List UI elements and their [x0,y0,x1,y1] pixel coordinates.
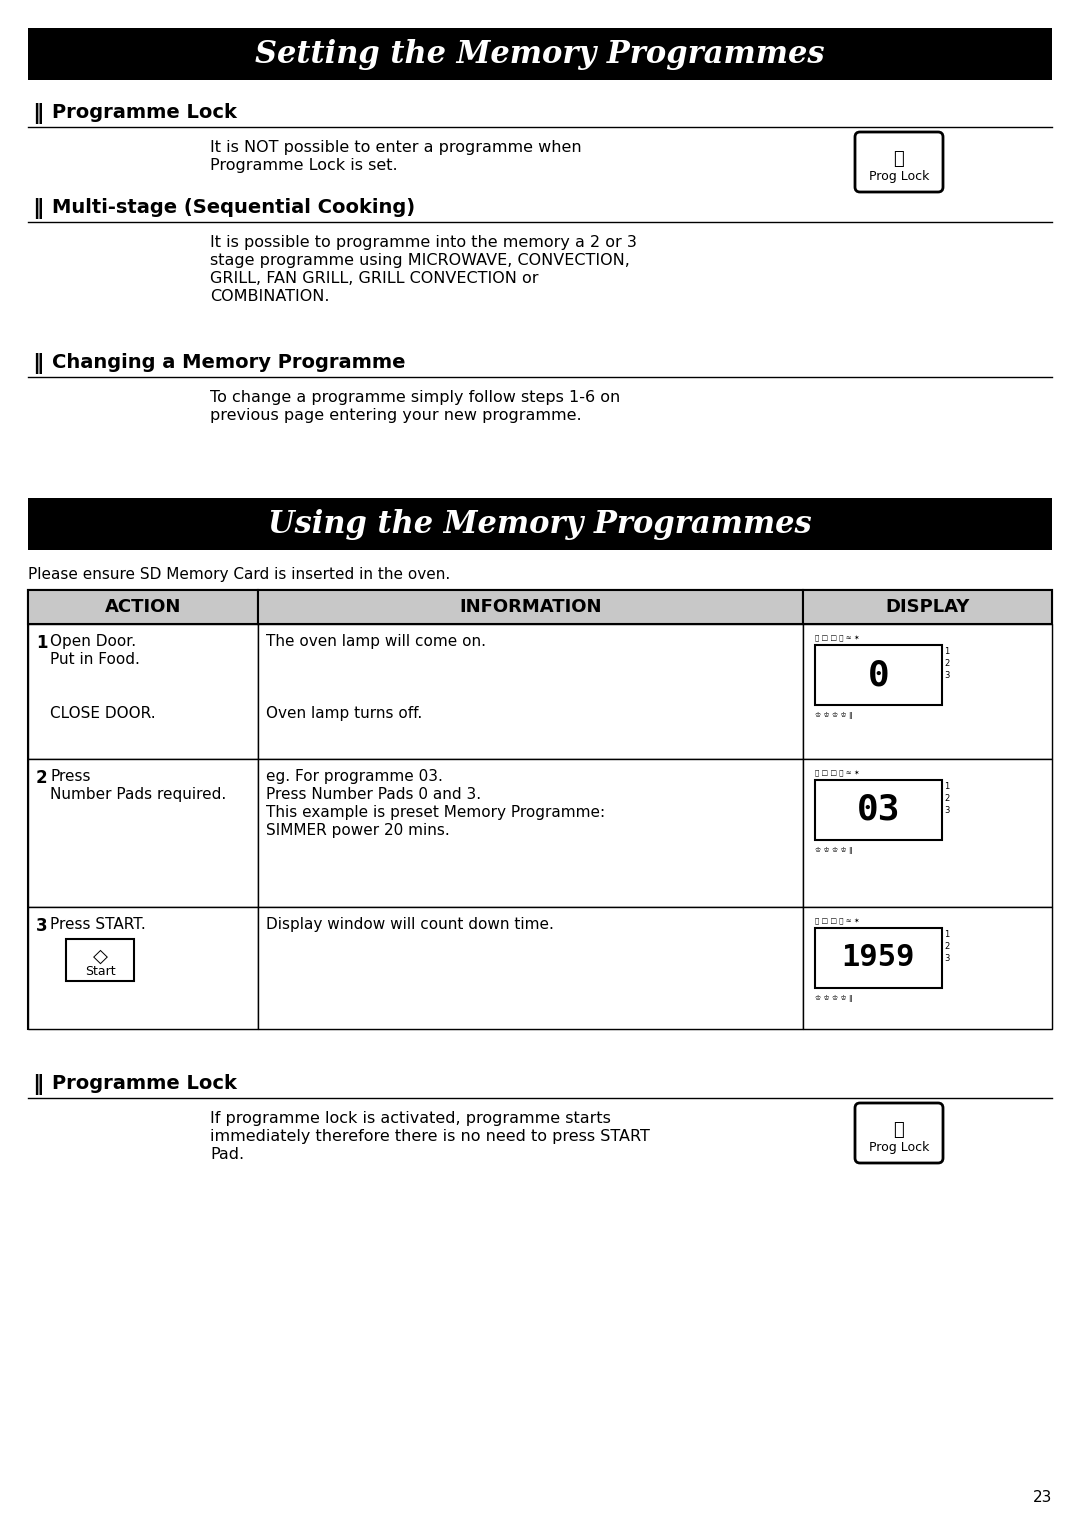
Bar [66,938,134,981]
Bar [258,906,804,1029]
Text: ACTION: ACTION [105,598,181,617]
Text: Press START.: Press START. [50,917,146,932]
Text: 1: 1 [944,781,949,790]
Text: 3: 3 [944,671,949,681]
Text: 🔑: 🔑 [893,150,904,168]
Bar [28,758,258,906]
Text: ⎗ □ □ ⦿ ≈ ✶: ⎗ □ □ ⦿ ≈ ✶ [815,633,860,641]
Text: If programme lock is activated, programme starts: If programme lock is activated, programm… [210,1111,611,1126]
Bar [815,928,942,987]
Text: Press Number Pads 0 and 3.: Press Number Pads 0 and 3. [266,787,481,803]
Text: CLOSE DOOR.: CLOSE DOOR. [50,707,156,720]
Bar [28,906,258,1029]
Text: To change a programme simply follow steps 1-6 on: To change a programme simply follow step… [210,391,620,404]
Bar [28,591,1052,1029]
Bar [28,497,1052,549]
Text: Pad.: Pad. [210,1148,244,1161]
Text: Display window will count down time.: Display window will count down time. [266,917,554,932]
Text: 1: 1 [944,647,949,656]
Text: ♔ ♔ ♔ ♔ ‖: ♔ ♔ ♔ ♔ ‖ [815,995,852,1003]
Text: It is NOT possible to enter a programme when: It is NOT possible to enter a programme … [210,140,582,156]
Text: ♔ ♔ ♔ ♔ ‖: ♔ ♔ ♔ ♔ ‖ [815,847,852,855]
Text: 3: 3 [36,917,48,935]
Text: Open Door.: Open Door. [50,633,136,649]
Text: 0: 0 [867,658,889,691]
Text: 🔑: 🔑 [893,1122,904,1138]
Text: GRILL, FAN GRILL, GRILL CONVECTION or: GRILL, FAN GRILL, GRILL CONVECTION or [210,272,539,285]
Text: ‖: ‖ [32,198,43,220]
Text: ‖: ‖ [32,102,43,124]
Bar [815,780,942,839]
Text: Press: Press [50,769,91,784]
Text: 1959: 1959 [841,943,915,972]
Text: Programme Lock: Programme Lock [52,102,237,122]
Text: stage programme using MICROWAVE, CONVECTION,: stage programme using MICROWAVE, CONVECT… [210,253,630,269]
Text: Prog Lock: Prog Lock [868,169,929,183]
Text: It is possible to programme into the memory a 2 or 3: It is possible to programme into the mem… [210,235,637,250]
Text: Prog Lock: Prog Lock [868,1141,929,1154]
Text: Using the Memory Programmes: Using the Memory Programmes [268,508,812,540]
Text: 2: 2 [944,794,949,803]
Text: This example is preset Memory Programme:: This example is preset Memory Programme: [266,806,605,819]
Text: 1: 1 [36,633,48,652]
Text: Please ensure SD Memory Card is inserted in the oven.: Please ensure SD Memory Card is inserted… [28,568,450,581]
Text: previous page entering your new programme.: previous page entering your new programm… [210,407,582,423]
Bar [815,645,942,705]
Text: 3: 3 [944,806,949,815]
Text: Programme Lock: Programme Lock [52,1074,237,1093]
Text: Number Pads required.: Number Pads required. [50,787,226,803]
Bar [258,758,804,906]
Text: 2: 2 [944,942,949,951]
Text: 2: 2 [36,769,48,787]
Text: ‖: ‖ [32,1074,43,1096]
Text: 1: 1 [944,929,949,938]
Text: Programme Lock is set.: Programme Lock is set. [210,159,397,172]
FancyBboxPatch shape [855,133,943,192]
Text: DISPLAY: DISPLAY [886,598,970,617]
Text: ‖: ‖ [32,353,43,374]
Text: ⎗ □ □ ⦿ ≈ ✶: ⎗ □ □ ⦿ ≈ ✶ [815,769,860,775]
Text: Setting the Memory Programmes: Setting the Memory Programmes [255,38,825,70]
Bar [804,591,1052,624]
Bar [804,624,1052,758]
Bar [28,27,1052,79]
Text: Put in Food.: Put in Food. [50,652,140,667]
Text: Oven lamp turns off.: Oven lamp turns off. [266,707,422,720]
Text: 23: 23 [1032,1489,1052,1505]
Bar [28,624,258,758]
Text: SIMMER power 20 mins.: SIMMER power 20 mins. [266,823,449,838]
Text: Multi-stage (Sequential Cooking): Multi-stage (Sequential Cooking) [52,198,415,217]
Text: The oven lamp will come on.: The oven lamp will come on. [266,633,486,649]
Bar [804,758,1052,906]
Bar [804,906,1052,1029]
Text: Start: Start [84,964,116,978]
Text: INFORMATION: INFORMATION [459,598,602,617]
FancyBboxPatch shape [855,1103,943,1163]
Bar [258,624,804,758]
Text: ♔ ♔ ♔ ♔ ‖: ♔ ♔ ♔ ♔ ‖ [815,713,852,719]
Text: 03: 03 [856,794,901,827]
Bar [258,591,804,624]
Text: 3: 3 [944,954,949,963]
Bar [28,591,258,624]
Text: ⎗ □ □ ⦿ ≈ ✶: ⎗ □ □ ⦿ ≈ ✶ [815,917,860,923]
Text: eg. For programme 03.: eg. For programme 03. [266,769,443,784]
Text: immediately therefore there is no need to press START: immediately therefore there is no need t… [210,1129,650,1144]
Text: ◇: ◇ [93,948,108,966]
Text: COMBINATION.: COMBINATION. [210,288,329,304]
Text: Changing a Memory Programme: Changing a Memory Programme [52,353,405,372]
Text: 2: 2 [944,659,949,668]
